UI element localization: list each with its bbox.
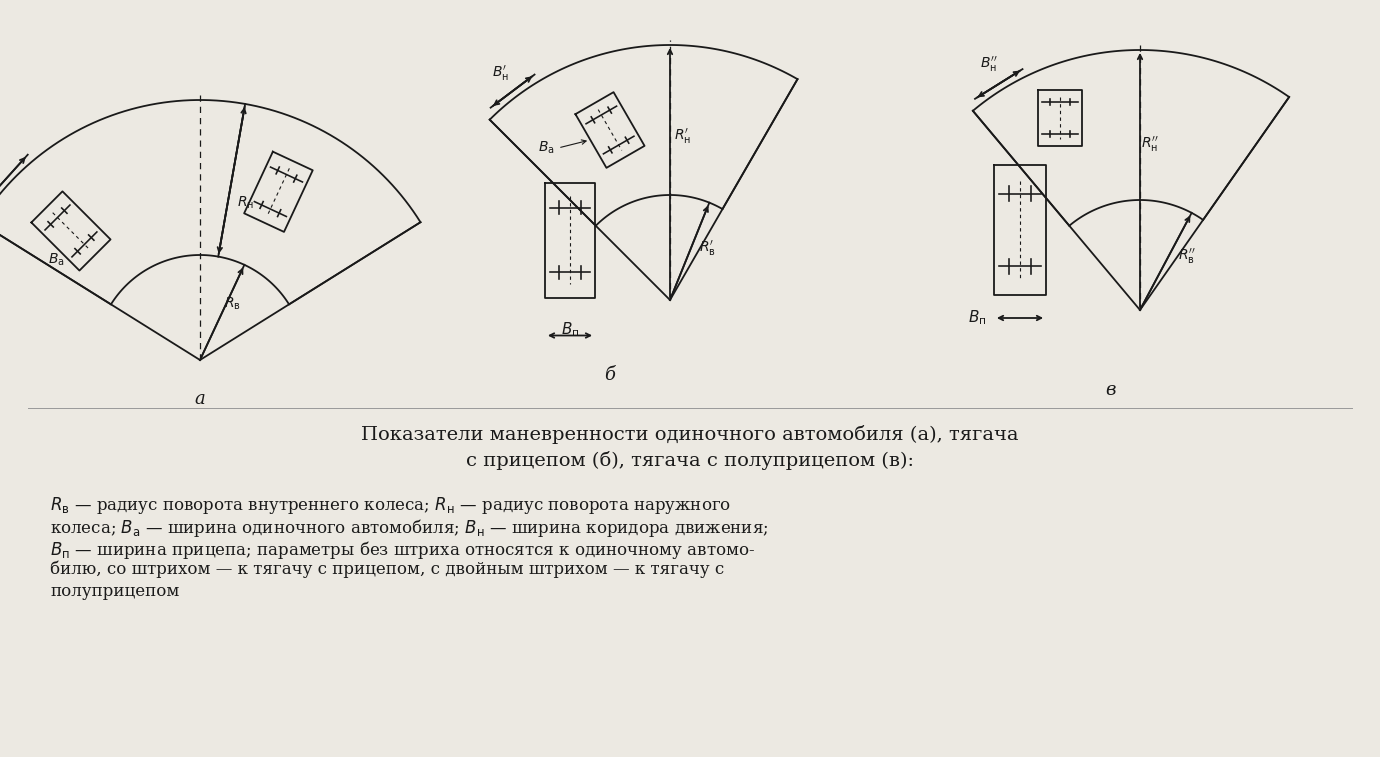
Text: $B_{\rm п}$: $B_{\rm п}$ [967,309,985,327]
Text: $B_{\rm н}''$: $B_{\rm н}''$ [980,55,998,74]
Text: Показатели маневренности одиночного автомобиля (а), тягача
с прицепом (б), тягач: Показатели маневренности одиночного авто… [362,425,1018,470]
Text: полуприцепом: полуприцепом [50,583,179,600]
Text: б: б [604,366,615,384]
Text: $R_{\rm в}$: $R_{\rm в}$ [224,295,241,312]
Text: $R_{\rm н}$: $R_{\rm н}$ [236,195,254,210]
Text: а: а [195,390,206,408]
Text: $B_{\rm п}$: $B_{\rm п}$ [560,320,580,339]
Text: $B_{\rm п}$ — ширина прицепа; параметры без штриха относятся к одиночному автомо: $B_{\rm п}$ — ширина прицепа; параметры … [50,539,755,561]
Text: $R_{\rm в}'$: $R_{\rm в}'$ [698,238,716,258]
Text: $R_{\rm н}''$: $R_{\rm н}''$ [1141,135,1159,154]
Text: $R_{\rm в}''$: $R_{\rm в}''$ [1179,247,1196,266]
Text: $B_{\rm а}$: $B_{\rm а}$ [538,140,555,156]
Text: $R_{\rm н}'$: $R_{\rm н}'$ [675,127,691,146]
Text: $B_{\rm а}$: $B_{\rm а}$ [48,252,65,268]
Text: билю, со штрихом — к тягачу с прицепом, с двойным штрихом — к тягачу с: билю, со штрихом — к тягачу с прицепом, … [50,561,724,578]
Text: колеса; $B_{\rm а}$ — ширина одиночного автомобиля; $B_{\rm н}$ — ширина коридор: колеса; $B_{\rm а}$ — ширина одиночного … [50,517,769,539]
Text: $B_{\rm н}'$: $B_{\rm н}'$ [491,64,509,83]
Text: $R_{\rm в}$ — радиус поворота внутреннего колеса; $R_{\rm н}$ — радиус поворота : $R_{\rm в}$ — радиус поворота внутреннег… [50,495,731,516]
Text: в: в [1105,381,1115,399]
